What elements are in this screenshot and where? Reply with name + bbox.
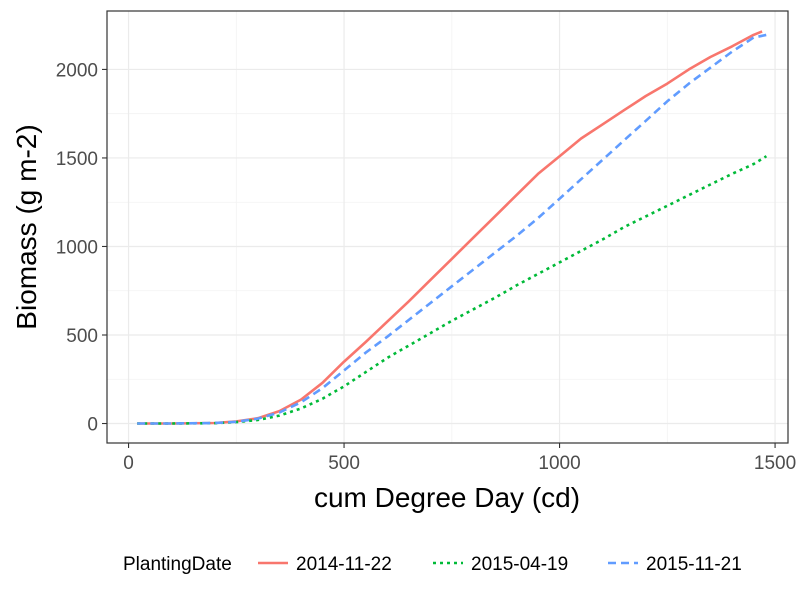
- legend-label-2014-11-22: 2014-11-22: [296, 554, 392, 575]
- x-tick-label: 1500: [754, 453, 796, 474]
- y-tick-label: 0: [87, 415, 98, 436]
- y-tick-label: 1000: [56, 237, 98, 258]
- x-tick-label: 0: [123, 453, 134, 474]
- y-axis: 0 500 1000 1500 2000: [56, 60, 107, 436]
- series-line-2015-04-19: [137, 155, 768, 425]
- x-tick-label: 1000: [538, 453, 580, 474]
- x-axis-title: cum Degree Day (cd): [314, 482, 580, 513]
- y-tick-label: 500: [66, 326, 98, 347]
- legend-title: PlantingDate: [123, 554, 232, 575]
- plot-panel-border: [106, 10, 789, 444]
- series-line-2015-11-21: [137, 33, 767, 425]
- legend-label-2015-04-19: 2015-04-19: [471, 554, 568, 575]
- plot-panel-background: [107, 11, 788, 443]
- legend-label-2015-11-21: 2015-11-21: [646, 554, 742, 575]
- x-axis: 0 500 1000 1500: [123, 443, 796, 474]
- y-tick-label: 2000: [56, 60, 98, 81]
- y-tick-label: 1500: [56, 149, 98, 170]
- legend: PlantingDate 2014-11-22 2015-04-19 2015-11…: [123, 554, 742, 575]
- x-tick-label: 500: [328, 453, 360, 474]
- series-lines: [137, 30, 768, 425]
- y-axis-title: Biomass (g m-2): [11, 124, 42, 329]
